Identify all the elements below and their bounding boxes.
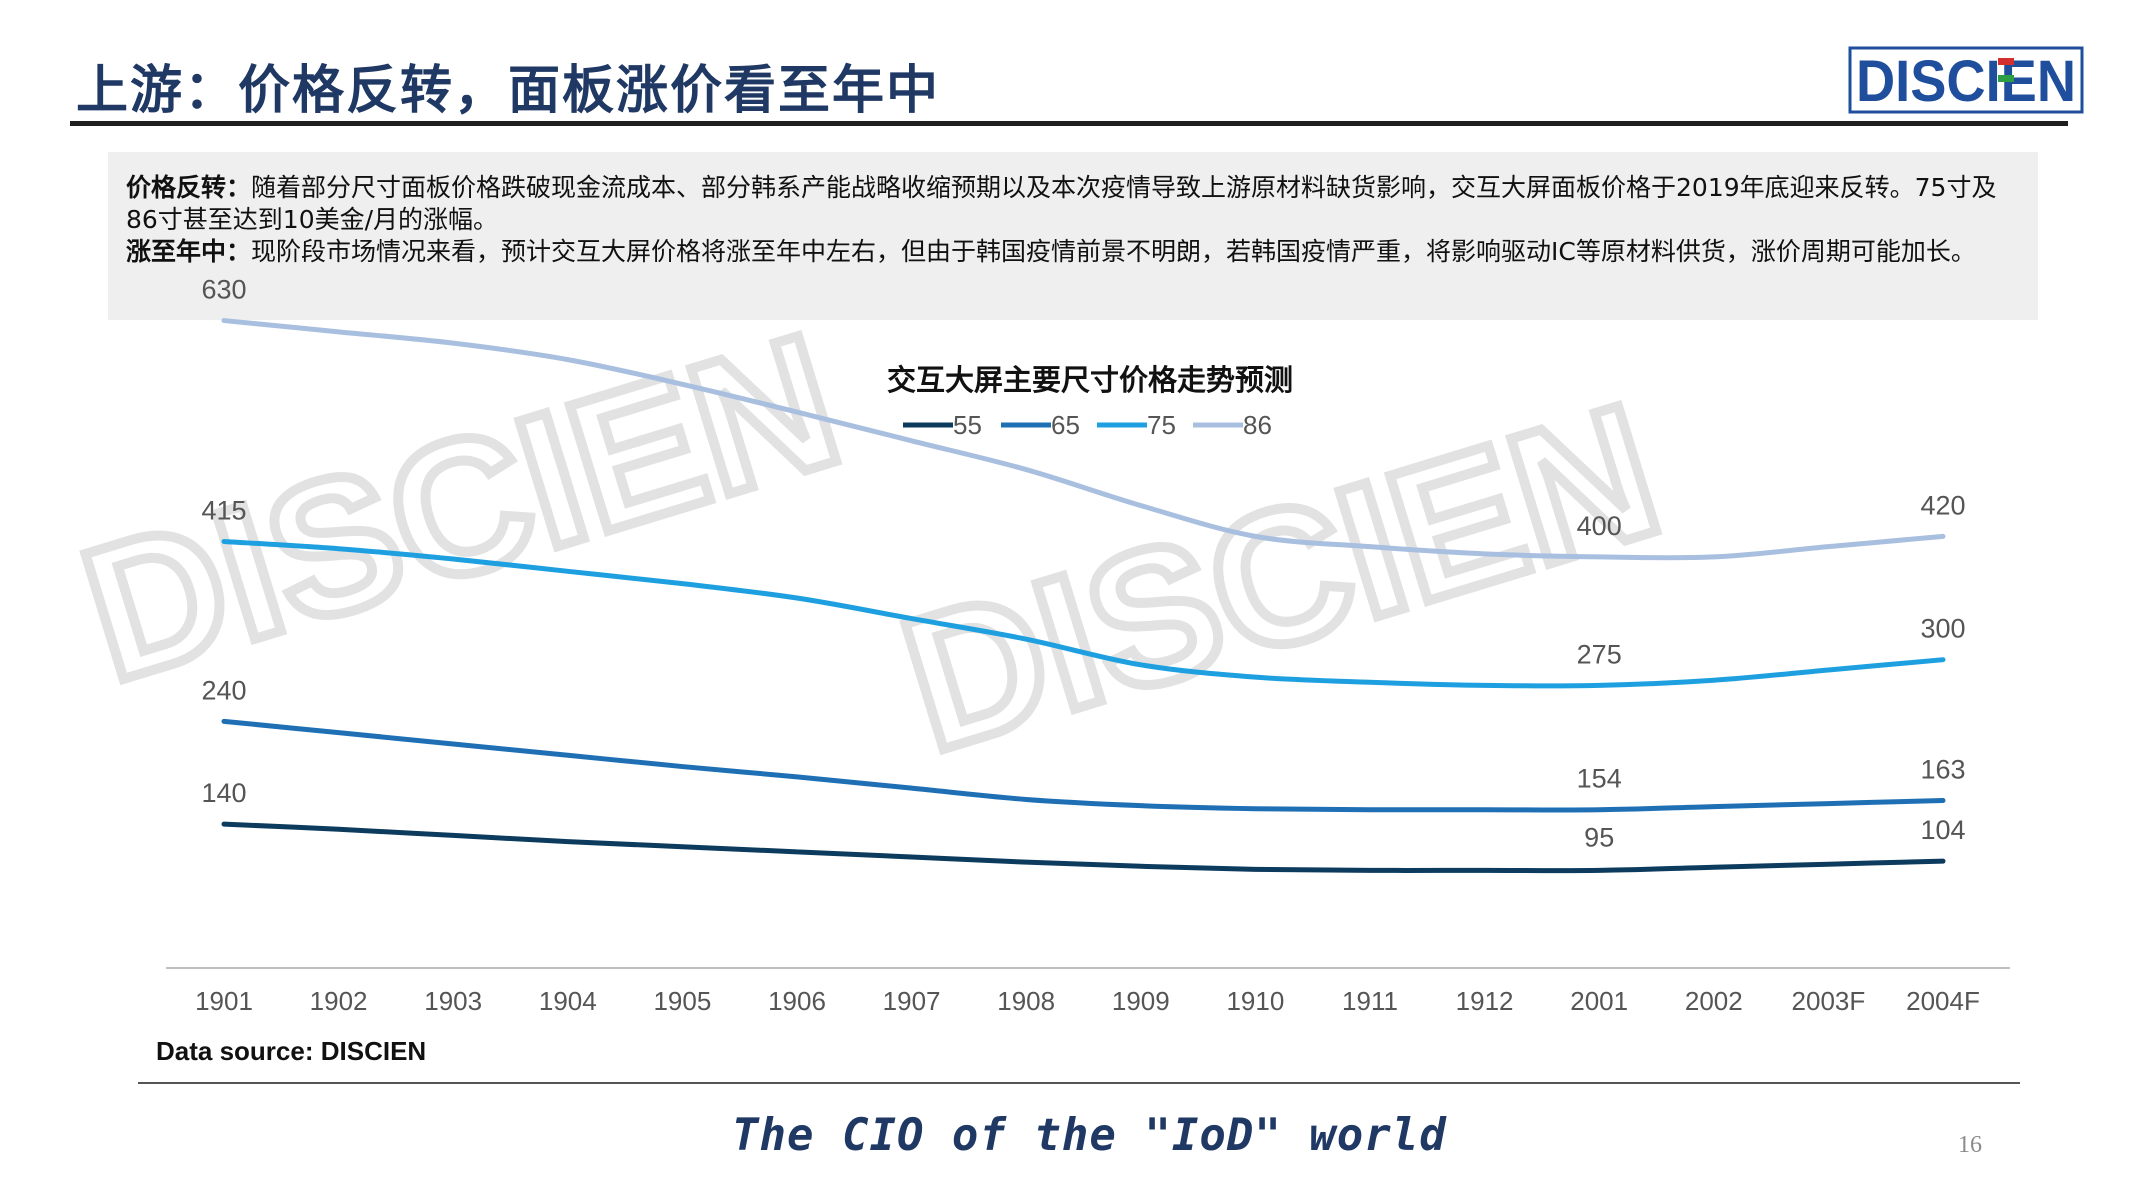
data-label-65-2004F: 163 xyxy=(1920,754,1965,784)
logo-text: DISCIEN xyxy=(1856,49,2076,114)
summary-label-1: 价格反转： xyxy=(126,173,252,202)
x-tick-label: 1912 xyxy=(1456,986,1514,1016)
x-tick-label: 1903 xyxy=(424,986,482,1016)
discien-logo: DISCIEN xyxy=(1848,46,2084,114)
series-line-86 xyxy=(221,318,1946,561)
data-labels: 140 95 104 240 154 163 415 275 300 630 400 420 xyxy=(201,275,1965,853)
page-title: 上游：价格反转，面板涨价看至年中 xyxy=(76,61,941,121)
title-divider xyxy=(70,121,2068,126)
tagline: The CIO of the "IoD" world xyxy=(732,1110,1447,1161)
watermark-text: DISCIEN xyxy=(62,294,861,722)
series-lines xyxy=(221,318,1946,874)
footer-divider xyxy=(138,1082,2020,1084)
data-label-75-1901: 415 xyxy=(201,496,246,526)
data-label-65-2001: 154 xyxy=(1577,764,1622,794)
x-tick-labels: 1901 1902 1903 1904 1905 1906 1907 1908 1909 1910… xyxy=(195,986,1980,1016)
x-tick-label: 2001 xyxy=(1570,986,1628,1016)
chart-title: 交互大屏主要尺寸价格走势预测 xyxy=(887,363,1293,397)
page-number: 16 xyxy=(1958,1132,1982,1158)
summary-text-2: 现阶段市场情况来看，预计交互大屏价格将涨至年中左右，但由于韩国疫情前景不明朗，若… xyxy=(251,237,1976,266)
data-label-86-2004F: 420 xyxy=(1920,490,1965,520)
legend-label-86: 86 xyxy=(1243,410,1272,440)
x-tick-label: 1905 xyxy=(653,986,711,1016)
x-tick-label: 1907 xyxy=(883,986,941,1016)
summary-paragraph-1: 价格反转：随着部分尺寸面板价格跌破现金流成本、部分韩系产能战略收缩预期以及本次疫… xyxy=(126,172,2020,236)
x-tick-label: 1902 xyxy=(310,986,368,1016)
x-tick-label: 1901 xyxy=(195,986,253,1016)
legend-label-65: 65 xyxy=(1051,410,1080,440)
summary-label-2: 涨至年中： xyxy=(126,237,252,266)
watermark-text: DISCIEN xyxy=(882,364,1681,792)
data-label-55-2004F: 104 xyxy=(1920,815,1965,845)
data-label-75-2001: 275 xyxy=(1577,639,1622,669)
x-tick-label: 2003F xyxy=(1792,986,1866,1016)
summary-paragraph-2: 涨至年中：现阶段市场情况来看，预计交互大屏价格将涨至年中左右，但由于韩国疫情前景… xyxy=(126,236,2020,268)
data-label-86-2001: 400 xyxy=(1577,511,1622,541)
summary-text-1: 随着部分尺寸面板价格跌破现金流成本、部分韩系产能战略收缩预期以及本次疫情导致上游… xyxy=(126,173,1997,234)
watermarks: DISCIEN DISCIEN xyxy=(57,289,1686,797)
summary-box: 价格反转：随着部分尺寸面板价格跌破现金流成本、部分韩系产能战略收缩预期以及本次疫… xyxy=(108,152,2038,320)
series-line-65 xyxy=(221,718,1946,813)
data-label-75-2004F: 300 xyxy=(1920,614,1965,644)
x-tick-label: 1910 xyxy=(1226,986,1284,1016)
data-source: Data source: DISCIEN xyxy=(156,1036,427,1066)
x-tick-label: 1906 xyxy=(768,986,826,1016)
chart-legend: 55 65 75 86 xyxy=(903,410,1272,440)
x-tick-label: 1909 xyxy=(1112,986,1170,1016)
series-line-75 xyxy=(221,539,1946,689)
data-label-65-1901: 240 xyxy=(201,675,246,705)
x-tick-label: 1904 xyxy=(539,986,597,1016)
data-label-55-1901: 140 xyxy=(201,778,246,808)
series-line-55 xyxy=(221,821,1946,874)
legend-label-55: 55 xyxy=(953,410,982,440)
x-tick-label: 1911 xyxy=(1342,986,1398,1016)
x-tick-label: 1908 xyxy=(997,986,1055,1016)
x-tick-label: 2004F xyxy=(1906,986,1980,1016)
data-label-86-1901: 630 xyxy=(201,275,246,305)
legend-label-75: 75 xyxy=(1147,410,1176,440)
data-label-55-2001: 95 xyxy=(1584,822,1614,852)
x-tick-label: 2002 xyxy=(1685,986,1743,1016)
